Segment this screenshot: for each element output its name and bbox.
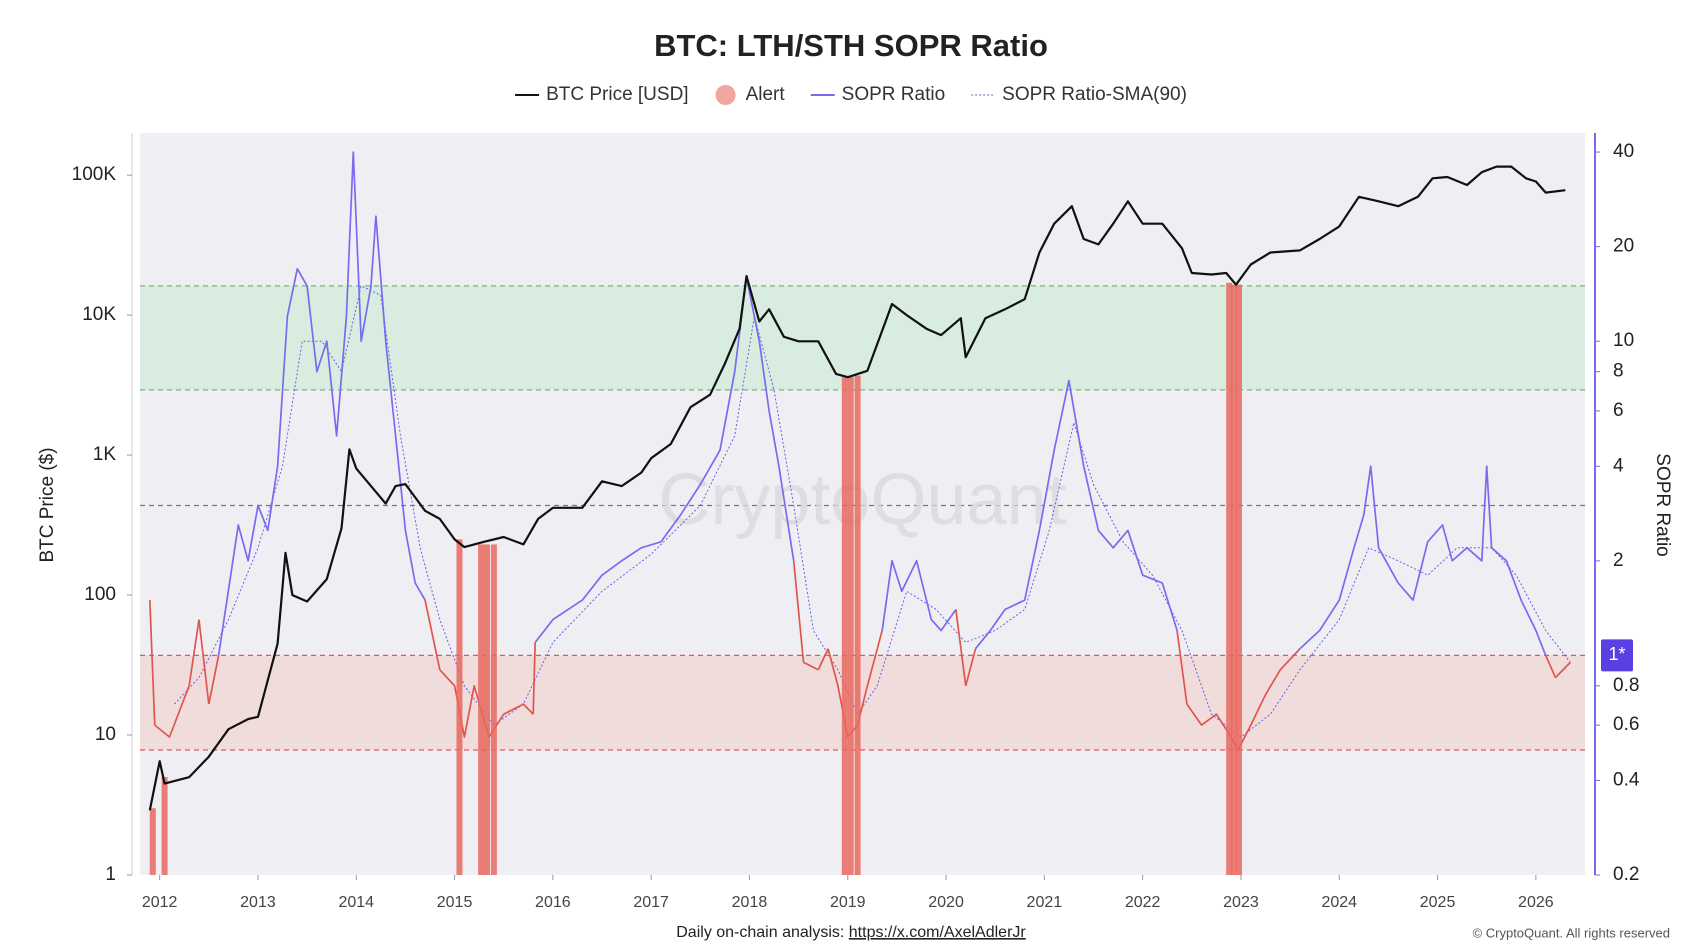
chart-title: BTC: LTH/STH SOPR Ratio — [654, 28, 1048, 63]
legend-label: SOPR Ratio — [842, 84, 945, 105]
legend-label: SOPR Ratio-SMA(90) — [1002, 84, 1187, 105]
series-connector — [866, 630, 883, 687]
alert-bar — [161, 777, 168, 875]
alert-bar — [456, 539, 463, 875]
band — [140, 285, 1585, 390]
series-connector — [424, 599, 441, 670]
alert-bar — [854, 375, 861, 875]
y2-tick-label: 6 — [1613, 400, 1624, 421]
footer: Daily on-chain analysis: https://x.com/A… — [676, 924, 1026, 941]
copyright: © CryptoQuant. All rights reserved — [1473, 925, 1670, 940]
series-connector — [148, 600, 156, 726]
x-tick-label: 2017 — [633, 894, 669, 911]
series-line — [148, 165, 1566, 811]
y2-tick-label: 0.4 — [1613, 769, 1640, 790]
series-connector — [817, 648, 829, 671]
current-marker — [1601, 639, 1633, 672]
legend-item: Alert — [715, 84, 786, 105]
series-connector — [1279, 648, 1301, 671]
footer-link[interactable]: https://x.com/AxelAdlerJr — [849, 924, 1027, 941]
x-tick-label: 2025 — [1420, 894, 1456, 911]
series-line — [803, 661, 819, 671]
y-tick-label: 10 — [95, 724, 116, 745]
alert-bar — [847, 377, 854, 875]
series-line — [881, 559, 957, 632]
x-tick-label: 2018 — [732, 894, 768, 911]
alert-bar — [149, 808, 156, 875]
x-tick-label: 2013 — [240, 894, 276, 911]
y2-axis-title: SOPR Ratio — [1652, 453, 1673, 556]
watermark: CryptoQuant — [658, 460, 1066, 540]
series-connector — [792, 560, 805, 663]
alert-bar — [1235, 284, 1242, 875]
alert-bar — [841, 377, 848, 875]
x-tick-label: 2026 — [1518, 894, 1554, 911]
x-tick-label: 2014 — [338, 894, 374, 911]
x-tick-label: 2016 — [535, 894, 571, 911]
series-connector — [827, 648, 839, 687]
series-line — [1554, 661, 1571, 679]
alert-bar — [478, 544, 485, 875]
legend-label: Alert — [746, 84, 786, 105]
series-connector — [198, 619, 210, 705]
y2-tick-label: 40 — [1613, 141, 1634, 162]
y-axis-title: BTC Price ($) — [37, 447, 58, 562]
series-connector — [964, 648, 977, 687]
legend-label: BTC Price [USD] — [546, 84, 689, 105]
series-line — [217, 151, 426, 656]
y2-tick-label: 20 — [1613, 236, 1634, 257]
legend-item: SOPR Ratio-SMA(90) — [971, 84, 1187, 105]
alert-bar — [490, 544, 497, 875]
y-tick-label: 10K — [82, 304, 116, 325]
series-connector — [1176, 630, 1188, 705]
series-line — [974, 379, 1178, 650]
legend-item: SOPR Ratio — [810, 84, 945, 105]
alert-bar — [483, 544, 490, 875]
series-connector — [955, 609, 967, 686]
series-line — [154, 685, 190, 738]
plot-area — [140, 133, 1585, 875]
series-line — [534, 276, 795, 643]
x-tick-label: 2019 — [830, 894, 866, 911]
y2-tick-label: 10 — [1613, 330, 1634, 351]
x-tick-label: 2012 — [142, 894, 178, 911]
y2-tick-label: 0.2 — [1613, 864, 1639, 885]
y2-tick-label: 4 — [1613, 455, 1624, 476]
x-tick-label: 2022 — [1125, 894, 1161, 911]
x-tick-label: 2024 — [1321, 894, 1357, 911]
y2-tick-label: 8 — [1613, 361, 1624, 382]
series-connector — [188, 619, 200, 686]
y-tick-label: 1 — [105, 864, 116, 885]
series-connector — [1544, 655, 1557, 678]
y-tick-label: 1K — [93, 444, 117, 465]
x-tick-label: 2023 — [1223, 894, 1259, 911]
alert-bar — [1231, 284, 1238, 875]
series-connector — [207, 655, 220, 705]
legend-item: BTC Price [USD] — [515, 84, 689, 105]
alert-bar — [1226, 282, 1233, 875]
x-tick-label: 2015 — [437, 894, 473, 911]
footer-text: Daily on-chain analysis: — [676, 924, 844, 941]
y2-tick-label: 0.8 — [1613, 675, 1639, 696]
series-line — [1299, 465, 1547, 656]
y2-tick-label: 0.6 — [1613, 714, 1639, 735]
series-connector — [532, 642, 537, 715]
y2-tick-label: 2 — [1613, 550, 1624, 571]
x-tick-label: 2020 — [928, 894, 964, 911]
legend-symbol — [715, 85, 736, 105]
current-marker-label: 1* — [1608, 644, 1625, 664]
x-tick-label: 2021 — [1027, 894, 1063, 911]
legend: BTC Price [USD] Alert SOPR Ratio SOPR Ratio… — [515, 84, 1187, 105]
y-tick-label: 100 — [84, 584, 116, 605]
y-tick-label: 100K — [72, 164, 117, 185]
